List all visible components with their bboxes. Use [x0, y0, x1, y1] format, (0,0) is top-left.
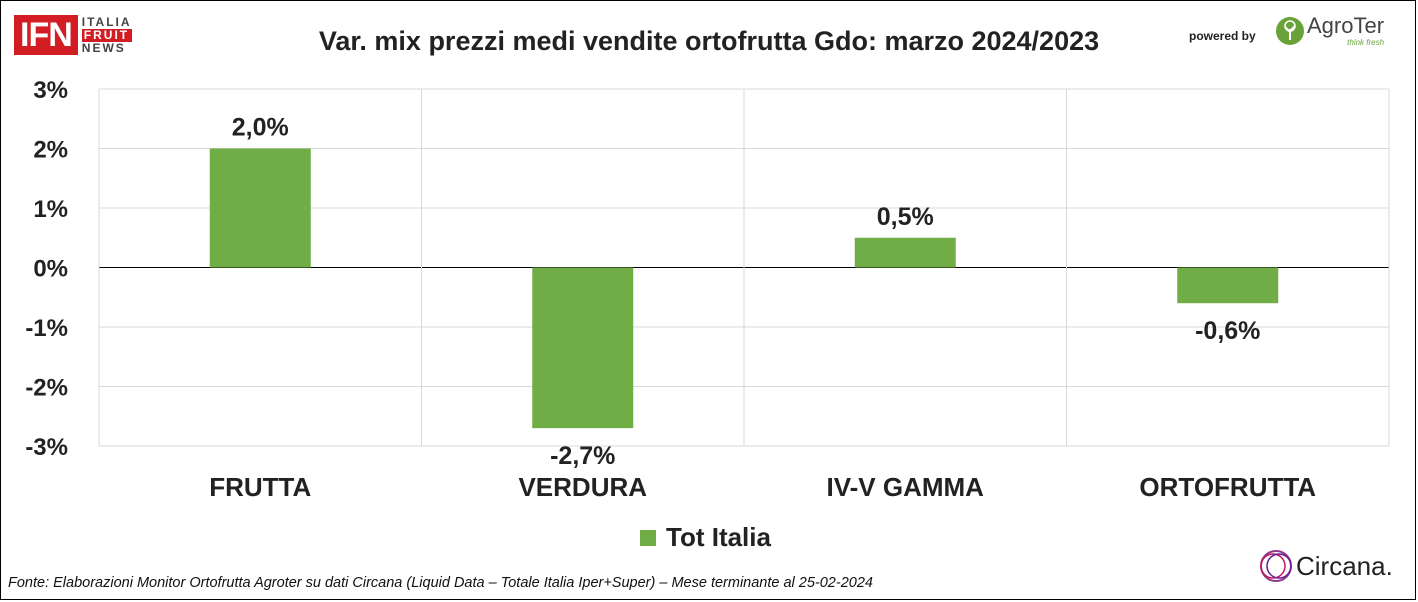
data-label: 2,0% [232, 114, 289, 142]
legend-label: Tot Italia [666, 522, 771, 552]
agroter-tagline: think fresh [1347, 38, 1385, 47]
bar-frutta [209, 148, 311, 268]
y-tick-label: 0% [33, 256, 68, 283]
agroter-name: AgroTer [1307, 13, 1385, 38]
agroter-logo: AgroTer think fresh [1275, 14, 1384, 47]
chart-title: Var. mix prezzi medi vendite ortofrutta … [318, 26, 1100, 56]
bar-verdura [532, 267, 634, 429]
legend: Tot Italia [640, 522, 771, 553]
ifn-logo: IFN ITALIA FRUIT NEWS [14, 14, 132, 56]
x-category-label: IV-V GAMMA [827, 472, 985, 502]
y-tick-label: -2% [25, 375, 68, 402]
ifn-word-fruit: FRUIT [81, 28, 132, 42]
ifn-logo-words: ITALIA FRUIT NEWS [81, 14, 132, 55]
powered-by-label: powered by [1189, 29, 1256, 43]
data-labels: 2,0% -2,7% 0,5% -0,6% [232, 114, 1261, 471]
gridlines [98, 88, 1390, 447]
ifn-word-italia: ITALIA [81, 14, 132, 29]
y-tick-label: -3% [25, 434, 68, 461]
legend-swatch [640, 529, 656, 546]
circana-logo: Circana. [1258, 548, 1393, 584]
y-tick-label: 2% [33, 137, 68, 164]
y-axis-ticks: 3% 2% 1% 0% -1% -2% -3% [25, 77, 68, 461]
source-note: Fonte: Elaborazioni Monitor Ortofrutta A… [8, 575, 873, 591]
y-tick-label: 1% [33, 196, 68, 223]
circana-name: Circana. [1296, 550, 1393, 581]
bar-iv-v-gamma [854, 237, 956, 268]
bars [209, 148, 1279, 429]
ifn-word-news: NEWS [81, 40, 126, 55]
data-label: 0,5% [877, 203, 934, 231]
bar-chart: 3% 2% 1% 0% -1% -2% -3% 2,0% -2,7% 0,5% -0,6% FRU… [25, 77, 1390, 502]
x-category-label: VERDURA [518, 472, 647, 502]
x-category-label: ORTOFRUTTA [1139, 472, 1316, 502]
y-tick-label: 3% [33, 77, 68, 104]
x-axis-categories: FRUTTA VERDURA IV-V GAMMA ORTOFRUTTA [209, 472, 1316, 502]
tree-icon [1276, 16, 1304, 45]
ifn-logo-mark: IFN [14, 15, 78, 55]
x-category-label: FRUTTA [209, 472, 311, 502]
data-label: -2,7% [550, 442, 615, 470]
bar-ortofrutta [1177, 267, 1279, 304]
circana-ring-icon [1260, 550, 1292, 582]
data-label: -0,6% [1195, 317, 1260, 345]
y-tick-label: -1% [25, 315, 68, 342]
